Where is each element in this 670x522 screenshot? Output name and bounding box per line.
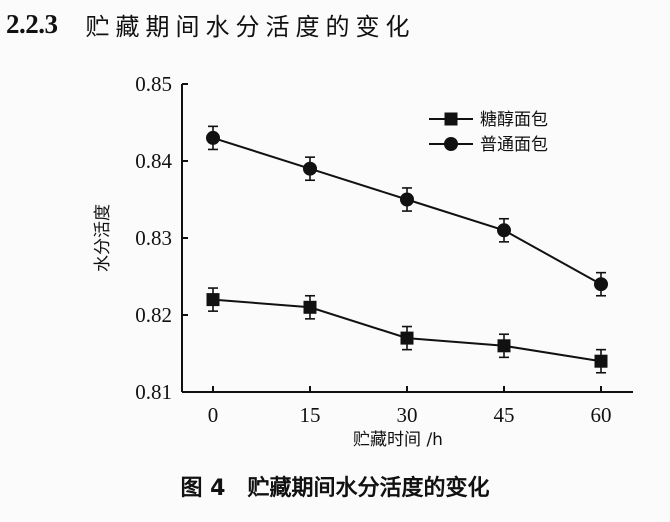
y-axis-title: 水分活度	[93, 204, 113, 272]
circle-marker	[303, 161, 317, 176]
legend-item: 普通面包	[429, 135, 548, 155]
x-tick-label: 45	[494, 403, 515, 427]
x-axis-title: 贮藏时间 /h	[353, 430, 443, 450]
square-marker	[303, 300, 317, 314]
legend-item: 糖醇面包	[429, 110, 548, 130]
figure-caption-text: 贮藏期间水分活度的变化	[247, 476, 490, 501]
x-tick-label: 30	[397, 403, 418, 427]
x-tick-label: 15	[300, 403, 321, 427]
legend-label: 普通面包	[480, 135, 548, 155]
y-axis-ticks: 0.85 0.84 0.83 0.82 0.81	[135, 72, 188, 404]
circle-marker	[497, 223, 511, 238]
square-marker	[594, 354, 608, 368]
y-tick-label: 0.81	[135, 380, 172, 404]
series-square	[206, 287, 608, 374]
x-axis-ticks: 0 15 30 45 60	[208, 386, 612, 427]
square-marker	[206, 293, 220, 307]
x-tick-label: 0	[208, 403, 219, 427]
chart-series	[206, 125, 608, 374]
circle-marker	[444, 137, 458, 151]
square-marker	[444, 112, 458, 126]
y-tick-label: 0.84	[135, 149, 172, 173]
circle-marker	[400, 192, 414, 207]
square-marker	[497, 339, 511, 353]
x-tick-label: 60	[591, 403, 612, 427]
section-title: 贮藏期间水分活度的变化	[85, 12, 416, 41]
square-marker	[400, 331, 414, 345]
figure-number: 图 4	[180, 476, 226, 501]
y-tick-label: 0.82	[135, 303, 172, 327]
line-chart: 0.85 0.84 0.83 0.82 0.81 0 15 30 45 60 水分活度 贮藏时间…	[93, 72, 633, 450]
series-circle	[206, 125, 608, 297]
y-tick-label: 0.85	[135, 72, 172, 96]
y-tick-label: 0.83	[135, 226, 172, 250]
legend-label: 糖醇面包	[480, 110, 548, 130]
circle-marker	[594, 277, 608, 292]
section-number: 2.2.3	[6, 8, 58, 39]
circle-marker	[206, 130, 220, 145]
section-heading: 2.2.3 贮藏期间水分活度的变化	[6, 4, 416, 44]
figure-caption: 图 4 贮藏期间水分活度的变化	[0, 470, 670, 502]
